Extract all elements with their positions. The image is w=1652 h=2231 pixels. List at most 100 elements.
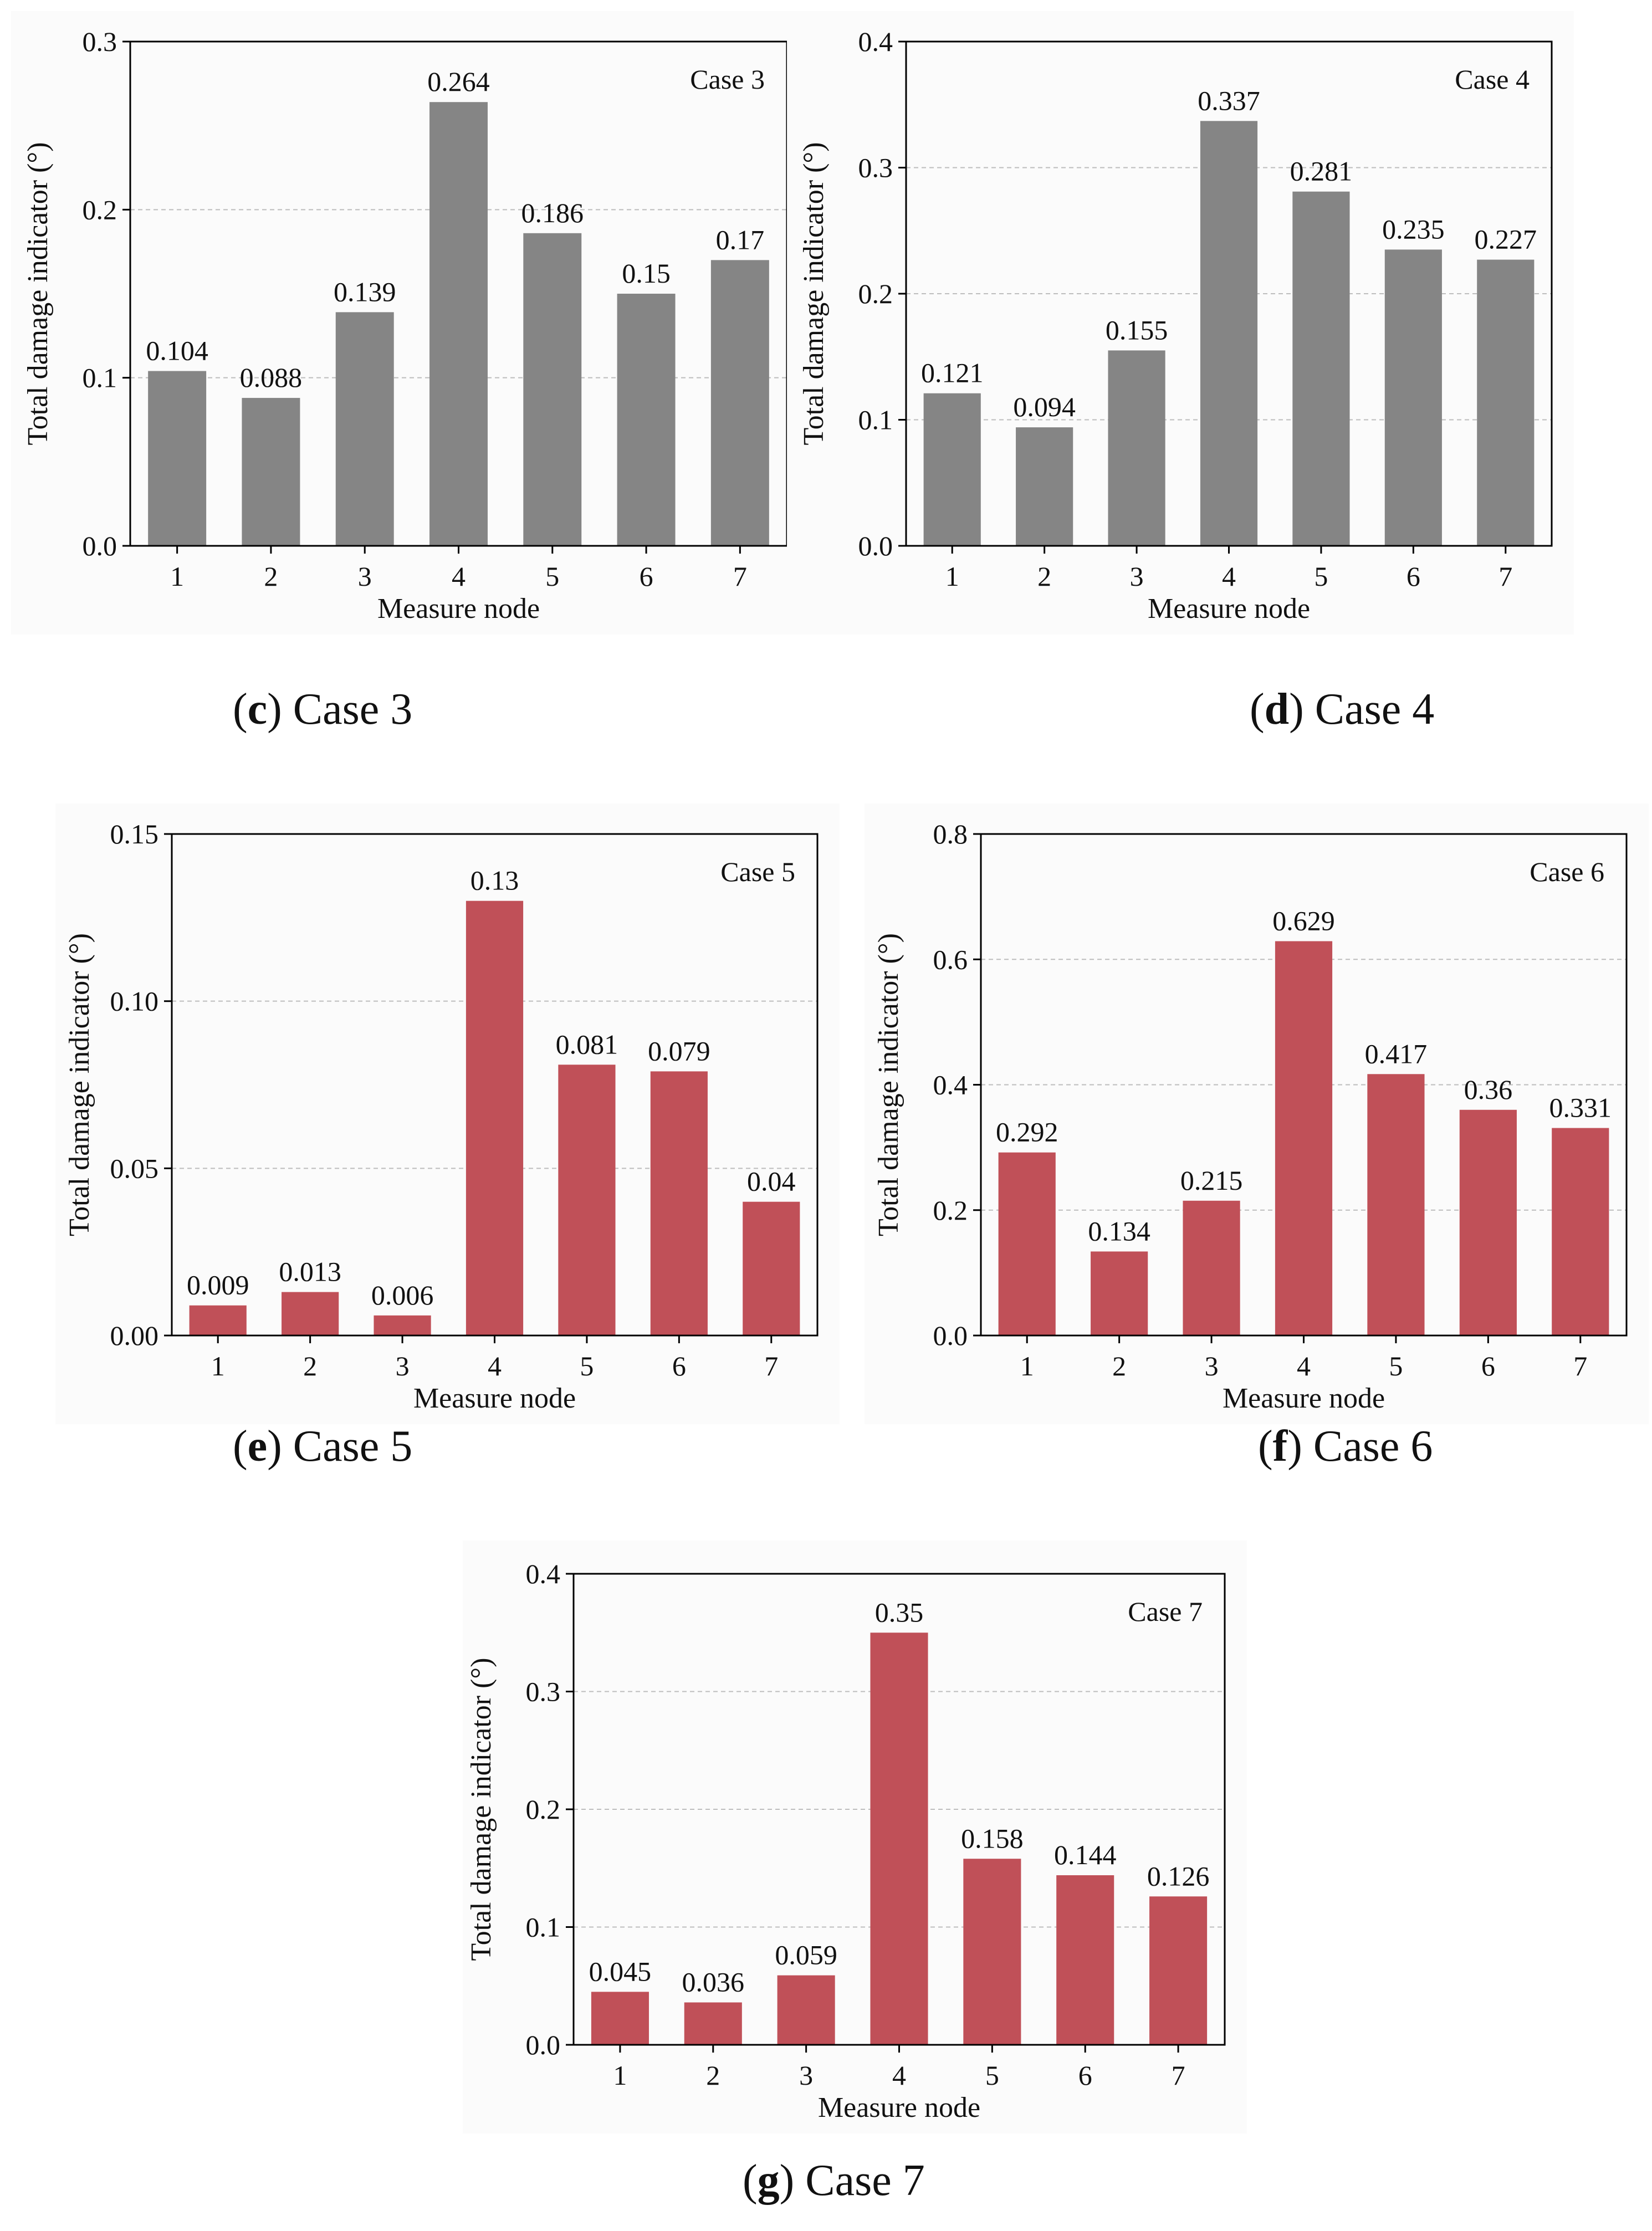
data-label: 0.629: [1272, 905, 1335, 936]
y-tick-label: 0.4: [933, 1070, 968, 1101]
y-tick-label: 0.15: [110, 818, 159, 850]
y-tick-label: 0.1: [526, 1912, 561, 1943]
x-tick-label: 7: [733, 561, 747, 592]
data-label: 0.081: [556, 1028, 618, 1060]
bar: [242, 398, 300, 546]
bar: [148, 371, 207, 546]
bar: [374, 1315, 431, 1335]
bar: [1016, 427, 1073, 546]
caption-letter: e: [247, 1422, 268, 1471]
data-label: 0.04: [747, 1166, 796, 1197]
y-tick-label: 0.2: [526, 1794, 561, 1825]
x-tick-label: 6: [1406, 561, 1420, 592]
bar: [1292, 191, 1350, 546]
bar: [1477, 259, 1535, 546]
y-axis-title: Total damage indicator (°): [64, 933, 95, 1236]
x-tick-label: 2: [264, 561, 278, 592]
chart-svg-d: 0.0 0.1 0.2 0.3 0.4 0.121 1 0.094 2 0.155 3 0.337 4 0…: [787, 11, 1574, 634]
data-label: 0.35: [875, 1597, 924, 1628]
panel-background: [787, 11, 1574, 634]
data-label: 0.104: [146, 335, 208, 366]
y-tick-label: 0.4: [526, 1558, 561, 1589]
data-label: 0.059: [775, 1940, 837, 1971]
x-tick-label: 4: [488, 1350, 502, 1381]
y-tick-label: 0.3: [83, 26, 117, 57]
y-axis-title: Total damage indicator (°): [873, 933, 904, 1236]
y-tick-label: 0.0: [526, 2029, 561, 2060]
data-label: 0.235: [1382, 213, 1445, 244]
caption-d: (d) Case 4: [1250, 685, 1435, 734]
x-tick-label: 7: [764, 1350, 778, 1381]
x-axis-title: Measure node: [1148, 593, 1310, 625]
y-tick-label: 0.4: [858, 26, 893, 57]
caption-text: Case 5: [293, 1422, 413, 1471]
bar: [650, 1071, 708, 1335]
data-label: 0.417: [1365, 1038, 1428, 1069]
y-tick-label: 0.0: [933, 1320, 968, 1351]
x-tick-label: 5: [545, 561, 559, 592]
y-tick-label: 0.00: [110, 1320, 159, 1351]
x-tick-label: 6: [1481, 1350, 1495, 1381]
y-tick-label: 0.8: [933, 818, 968, 850]
bar: [743, 1201, 800, 1335]
y-tick-label: 0.2: [933, 1195, 968, 1226]
data-label: 0.227: [1475, 224, 1537, 255]
data-label: 0.337: [1198, 85, 1260, 116]
data-label: 0.215: [1180, 1165, 1243, 1196]
bar: [466, 900, 524, 1335]
case-annotation: Case 3: [690, 64, 765, 95]
x-axis-title: Measure node: [377, 593, 540, 625]
data-label: 0.17: [716, 224, 765, 255]
bar: [1149, 1896, 1208, 2045]
data-label: 0.15: [622, 258, 671, 289]
y-tick-label: 0.3: [526, 1676, 561, 1707]
caption-text: Case 4: [1315, 685, 1435, 734]
x-axis-title: Measure node: [1223, 1383, 1385, 1414]
data-label: 0.088: [240, 362, 303, 393]
data-label: 0.281: [1290, 156, 1353, 187]
y-axis-title: Total damage indicator (°): [798, 142, 830, 445]
caption-letter: c: [247, 685, 268, 734]
bar: [617, 294, 676, 546]
x-tick-label: 4: [1222, 561, 1236, 592]
data-label: 0.158: [961, 1823, 1024, 1854]
caption-e: (e) Case 5: [233, 1422, 413, 1471]
x-tick-label: 6: [640, 561, 653, 592]
data-label: 0.144: [1054, 1839, 1117, 1870]
bar: [963, 1859, 1021, 2045]
x-tick-label: 1: [945, 561, 959, 592]
data-label: 0.186: [521, 197, 584, 228]
x-tick-label: 5: [580, 1350, 594, 1381]
x-axis-title: Measure node: [413, 1383, 576, 1414]
bar: [1056, 1875, 1114, 2045]
plot-frame: [572, 1573, 1226, 2046]
chart-svg-c: 0.0 0.1 0.2 0.3 0.104 1 0.088 2 0.139 3 0.264 4 0.18…: [11, 11, 809, 634]
x-tick-label: 1: [170, 561, 184, 592]
bar: [684, 2002, 742, 2045]
x-tick-label: 1: [613, 2060, 627, 2091]
panel-background: [865, 804, 1649, 1424]
x-tick-label: 2: [303, 1350, 317, 1381]
case-annotation: Case 7: [1128, 1596, 1203, 1627]
data-label: 0.079: [648, 1035, 710, 1066]
x-tick-label: 7: [1498, 561, 1512, 592]
bar: [282, 1292, 339, 1335]
bar: [1459, 1109, 1517, 1335]
bar: [335, 312, 394, 546]
y-tick-label: 0.6: [933, 944, 968, 975]
caption-g: (g) Case 7: [743, 2156, 925, 2205]
x-tick-label: 3: [358, 561, 372, 592]
caption-letter: f: [1272, 1422, 1288, 1471]
x-tick-label: 1: [211, 1350, 225, 1381]
x-tick-label: 6: [672, 1350, 686, 1381]
data-label: 0.006: [371, 1280, 434, 1311]
case-annotation: Case 4: [1455, 64, 1530, 95]
x-tick-label: 3: [396, 1350, 410, 1381]
bar: [558, 1065, 616, 1335]
data-label: 0.264: [427, 66, 490, 97]
data-label: 0.094: [1013, 391, 1076, 422]
data-label: 0.121: [921, 357, 984, 388]
bar: [923, 393, 981, 546]
bar: [1200, 121, 1258, 546]
data-label: 0.045: [589, 1956, 652, 1987]
